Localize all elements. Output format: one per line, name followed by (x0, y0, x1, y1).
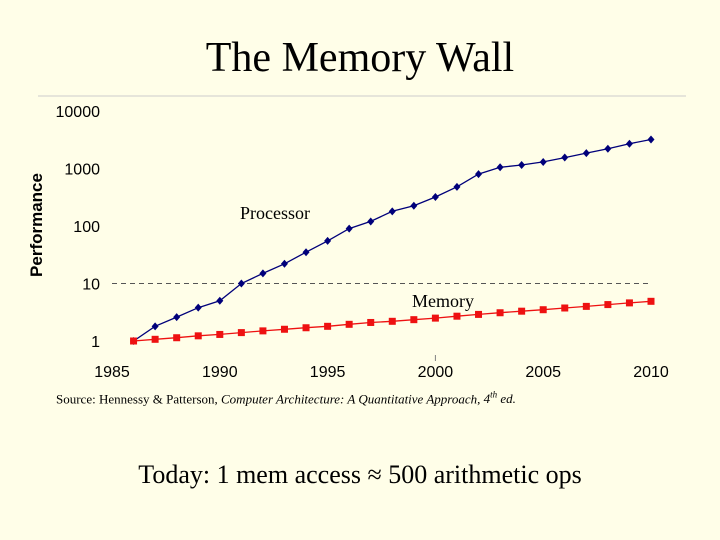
data-point-memory (280, 325, 288, 333)
memory-access-footer: Today: 1 mem access ≈ 500 arithmetic ops (138, 460, 582, 489)
x-tick-label: 1995 (310, 364, 346, 381)
data-point-processor (496, 163, 504, 172)
data-point-memory (173, 334, 181, 342)
x-tick-label: 2005 (525, 364, 561, 381)
x-tick-label: 2000 (418, 364, 454, 381)
source-separator: , (477, 391, 484, 407)
data-point-processor (410, 201, 418, 210)
data-point-memory (324, 322, 332, 330)
data-point-processor (237, 279, 245, 288)
data-point-processor (388, 207, 396, 216)
y-tick-label: 10000 (56, 104, 101, 121)
source-book-title: Computer Architecture: A Quantitative Ap… (221, 391, 478, 407)
data-point-memory (216, 330, 224, 338)
data-point-memory (582, 302, 590, 310)
source-prefix: Source: Hennessy & Patterson, (56, 391, 222, 407)
data-point-memory (151, 335, 159, 343)
source-edition-number: 4 (483, 391, 491, 407)
data-point-memory (367, 318, 375, 326)
data-point-memory (410, 316, 418, 324)
data-point-processor (647, 135, 655, 144)
data-point-processor (151, 322, 159, 331)
series-label-memory: Memory (412, 291, 474, 311)
data-point-processor (431, 192, 439, 201)
data-point-memory (625, 299, 633, 307)
data-point-processor (604, 144, 612, 153)
data-point-memory (345, 320, 353, 328)
slide-title: The Memory Wall (205, 35, 515, 81)
y-axis-label: Performance (27, 173, 46, 277)
data-point-processor (625, 139, 633, 148)
y-tick-label: 10 (82, 277, 100, 294)
data-point-processor (367, 217, 375, 226)
x-tick-label: 1990 (202, 364, 238, 381)
data-point-memory (518, 307, 526, 315)
data-point-processor (539, 157, 547, 166)
data-point-memory (539, 306, 547, 314)
data-point-memory (302, 324, 310, 332)
data-point-processor (216, 296, 224, 305)
source-citation: Source: Hennessy & Patterson, Computer A… (56, 390, 516, 407)
series-line-processor (133, 138, 652, 342)
y-tick-label: 1 (91, 334, 100, 351)
data-point-memory (561, 304, 569, 312)
x-tick-label: 2010 (633, 364, 669, 381)
data-point-memory (475, 310, 483, 318)
data-point-processor (453, 182, 461, 191)
data-point-processor (259, 269, 267, 278)
y-tick-label: 100 (73, 219, 100, 236)
data-point-memory (388, 317, 396, 325)
data-point-processor (475, 170, 483, 179)
data-point-processor (280, 259, 288, 268)
data-point-processor (302, 248, 310, 257)
source-edition-ordinal: th (490, 390, 498, 400)
data-point-memory (604, 301, 612, 309)
data-point-processor (582, 149, 590, 158)
data-point-memory (259, 327, 267, 335)
data-point-memory (237, 329, 245, 337)
series-label-processor: Processor (240, 203, 310, 223)
data-point-processor (345, 224, 353, 233)
performance-chart: Performance 1 10 100 1000 10000 1985 1990 1995 2… (27, 95, 686, 381)
data-point-processor (173, 313, 181, 322)
data-point-memory (647, 297, 655, 305)
data-point-processor (561, 153, 569, 162)
data-point-memory (194, 332, 202, 340)
data-point-processor (324, 236, 332, 245)
source-edition-suffix: ed. (497, 391, 516, 407)
data-point-memory (130, 337, 138, 345)
data-point-processor (194, 303, 202, 312)
y-tick-label: 1000 (64, 162, 100, 179)
data-point-memory (496, 309, 504, 317)
data-point-memory (431, 314, 439, 322)
data-point-processor (518, 161, 526, 170)
x-tick-label: 1985 (94, 364, 130, 381)
data-point-memory (453, 312, 461, 320)
